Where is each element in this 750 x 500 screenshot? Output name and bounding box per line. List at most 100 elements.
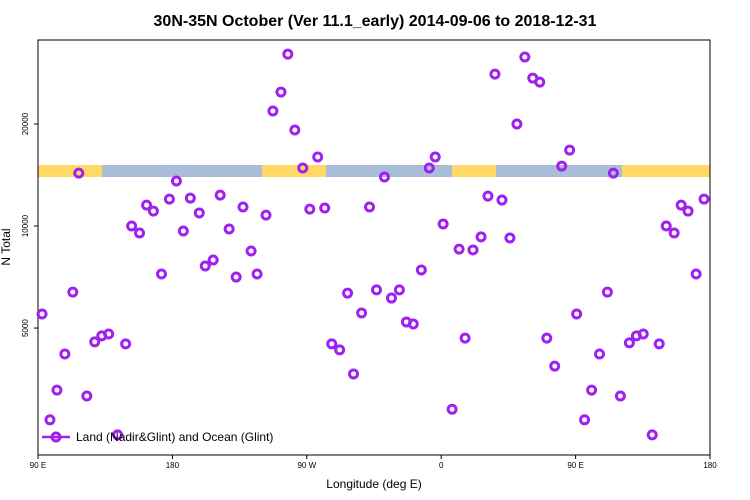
point: [429, 151, 441, 163]
y-tick-label: 10000: [21, 214, 30, 237]
point: [297, 162, 309, 174]
point: [489, 68, 501, 80]
x-tick-label: 180: [166, 461, 180, 470]
point: [73, 167, 85, 179]
point: [223, 223, 235, 235]
point: [334, 344, 346, 356]
point: [556, 160, 568, 172]
point: [89, 336, 101, 348]
point: [668, 227, 680, 239]
point: [475, 231, 487, 243]
point: [141, 199, 153, 211]
point: [170, 175, 182, 187]
point: [482, 190, 494, 202]
point: [446, 403, 458, 415]
point: [675, 199, 687, 211]
point: [147, 205, 159, 217]
point: [586, 384, 598, 396]
legend-label: Land (Nadir&Glint) and Ocean (Glint): [76, 430, 273, 444]
x-tick-label: 90 W: [297, 461, 316, 470]
point: [199, 260, 211, 272]
point: [348, 368, 360, 380]
point: [237, 201, 249, 213]
point: [260, 209, 272, 221]
point: [511, 118, 523, 130]
point: [423, 162, 435, 174]
land-band: [622, 165, 710, 177]
point: [326, 338, 338, 350]
point: [230, 271, 242, 283]
y-tick-label: 5000: [21, 319, 30, 337]
point: [593, 348, 605, 360]
point: [415, 264, 427, 276]
point: [36, 308, 48, 320]
point: [623, 337, 635, 349]
point: [564, 144, 576, 156]
point: [304, 203, 316, 215]
land-band: [38, 165, 102, 177]
point: [453, 243, 465, 255]
ocean-band: [38, 165, 710, 177]
point: [385, 292, 397, 304]
point: [393, 284, 405, 296]
land-band: [262, 165, 326, 177]
point: [653, 338, 665, 350]
point: [467, 244, 479, 256]
point: [364, 201, 376, 213]
point: [177, 225, 189, 237]
point: [319, 202, 331, 214]
x-tick-label: 90 E: [30, 461, 46, 470]
legend-marker: [50, 431, 62, 443]
point: [579, 414, 591, 426]
point: [59, 348, 71, 360]
point: [571, 308, 583, 320]
point: [637, 328, 649, 340]
point: [289, 124, 301, 136]
point: [407, 318, 419, 330]
point: [251, 268, 263, 280]
point: [214, 189, 226, 201]
point: [437, 218, 449, 230]
point: [356, 307, 368, 319]
x-tick-label: 180: [703, 461, 717, 470]
point: [614, 390, 626, 402]
point: [67, 286, 79, 298]
map-band: [38, 165, 710, 177]
point: [690, 268, 702, 280]
point: [51, 384, 63, 396]
point: [207, 254, 219, 266]
point: [549, 360, 561, 372]
point: [601, 286, 613, 298]
chart-title: 30N-35N October (Ver 11.1_early) 2014-09…: [154, 13, 597, 30]
point: [275, 86, 287, 98]
point: [504, 232, 516, 244]
point: [496, 194, 508, 206]
point: [103, 328, 115, 340]
point: [193, 207, 205, 219]
point: [44, 414, 56, 426]
point: [541, 332, 553, 344]
point: [245, 245, 257, 257]
x-axis-label: Longitude (deg E): [326, 477, 421, 491]
point: [698, 193, 710, 205]
land-band: [452, 165, 496, 177]
point: [267, 105, 279, 117]
y-tick-label: 20000: [21, 112, 30, 135]
point: [607, 167, 619, 179]
x-tick-label: 90 E: [567, 461, 583, 470]
x-tick-label: 0: [439, 461, 444, 470]
point: [282, 48, 294, 60]
point: [120, 338, 132, 350]
point: [112, 429, 124, 441]
point: [682, 205, 694, 217]
plot-frame: [37, 39, 711, 456]
point: [534, 76, 546, 88]
point: [134, 227, 146, 239]
point: [660, 220, 672, 232]
point: [81, 390, 93, 402]
series: [36, 48, 710, 441]
point: [184, 192, 196, 204]
point: [312, 151, 324, 163]
point: [371, 284, 383, 296]
